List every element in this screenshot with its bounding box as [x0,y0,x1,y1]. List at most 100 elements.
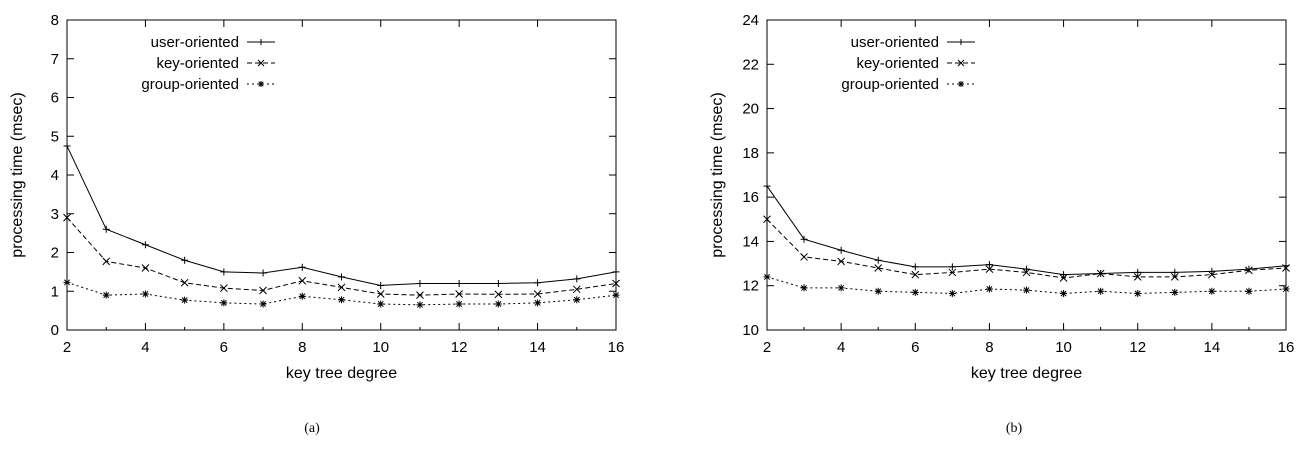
marker-plus [1245,265,1253,273]
marker-star [494,300,502,308]
marker-star [181,296,189,304]
marker-plus [377,281,385,289]
marker-plus [534,279,542,287]
x-axis-label: key tree degree [286,365,397,382]
panel-caption: (b) [1006,421,1023,436]
marker-star [63,278,71,286]
marker-plus [612,268,620,276]
x-tick-label: 6 [220,339,228,356]
marker-plus [141,241,149,249]
marker-plus [63,142,71,150]
legend-label: key-oriented [156,55,239,72]
marker-plus [220,268,228,276]
marker-star [455,300,463,308]
marker-star [298,292,306,300]
marker-star [1245,287,1253,295]
marker-star [1060,289,1068,297]
x-tick-label: 12 [1129,339,1146,356]
marker-cross [455,290,463,298]
plot-frame [766,19,1287,331]
x-tick-label: 14 [1204,339,1221,356]
x-tick-label: 10 [372,339,389,356]
series-line [66,281,617,306]
y-tick-label: 6 [51,90,59,107]
series-line [66,217,617,296]
y-tick-label: 7 [51,51,59,68]
marker-star [534,299,542,307]
marker-star [911,288,919,296]
marker-plus [800,235,808,243]
legend-label: group-oriented [141,76,239,93]
marker-star [338,296,345,304]
marker-cross [141,264,150,272]
marker-plus [298,263,306,271]
x-tick-label: 14 [529,339,546,356]
y-tick-label: 10 [742,322,759,339]
marker-cross [376,290,385,298]
legend-label: user-oriented [851,34,939,51]
x-tick-label: 16 [1278,339,1295,356]
marker-star [612,291,620,299]
marker-plus [837,246,845,254]
series-line [66,145,617,286]
marker-star [259,300,267,308]
marker-plus [1023,265,1030,273]
marker-cross [494,290,503,299]
marker-star [800,284,808,292]
marker-plus [948,263,956,271]
marker-star [1282,285,1290,293]
marker-star [958,81,964,87]
y-tick-label: 2 [51,245,59,262]
marker-plus [416,280,424,287]
marker-cross [63,213,71,222]
series-key-oriented [63,213,620,299]
marker-star [1208,287,1216,295]
marker-cross [298,276,307,285]
marker-plus [874,256,882,264]
y-tick-label: 20 [742,101,759,118]
marker-cross [220,284,228,293]
marker-cross [257,59,265,67]
legend-label: key-oriented [856,55,939,72]
marker-star [141,290,149,298]
marker-cross [533,290,542,298]
marker-cross [572,285,581,294]
x-tick-label: 8 [985,339,993,356]
y-tick-label: 16 [742,189,759,206]
marker-star [220,299,228,307]
marker-plus [985,261,993,269]
marker-plus [573,275,581,283]
y-tick-label: 12 [742,278,759,295]
marker-cross [874,264,883,272]
x-tick-label: 4 [141,339,149,356]
y-tick-label: 0 [51,322,59,339]
marker-plus [494,280,502,287]
marker-plus [1060,271,1068,279]
marker-cross [1170,273,1179,281]
x-tick-label: 12 [451,339,468,356]
marker-plus [1171,268,1179,276]
x-tick-label: 8 [298,339,306,356]
marker-star [102,291,110,299]
marker-cross [1096,269,1105,278]
marker-star [948,289,956,297]
y-tick-label: 24 [742,12,759,29]
marker-cross [1245,266,1253,275]
marker-cross [837,257,845,266]
marker-star [763,273,771,281]
y-tick-label: 14 [742,233,759,250]
marker-star [1134,289,1142,297]
y-axis-label: processing time (msec) [9,92,26,257]
marker-star [837,284,845,292]
marker-cross [911,270,920,279]
marker-plus [911,263,919,271]
legend-label: user-oriented [151,34,239,51]
marker-plus [181,256,189,264]
series-key-oriented [763,215,1290,282]
y-tick-label: 3 [51,206,59,223]
y-tick-label: 1 [51,283,59,300]
marker-plus [259,269,267,277]
x-tick-label: 2 [763,339,771,356]
